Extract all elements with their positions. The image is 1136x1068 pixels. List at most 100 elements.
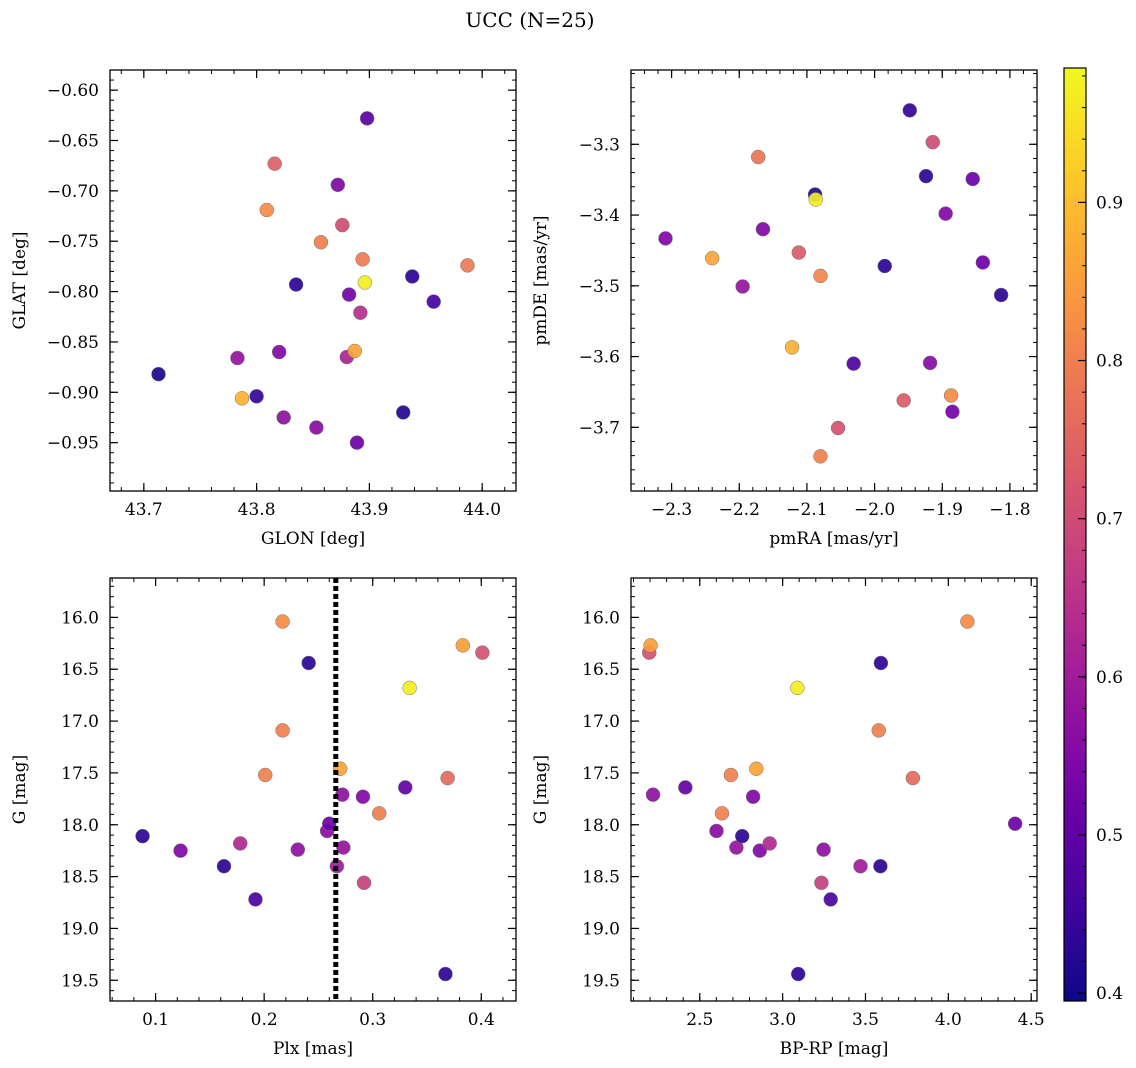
scatter-point: [249, 389, 264, 404]
y-tick-label: 17.5: [61, 764, 99, 784]
y-tick-label: 16.5: [61, 660, 99, 680]
x-axis-label: Plx [mas]: [273, 1039, 353, 1059]
scatter-point: [438, 966, 453, 982]
scatter-point: [922, 355, 938, 371]
scatter-point: [475, 645, 490, 660]
y-tick-label: −0.65: [47, 132, 99, 152]
x-tick-label: 0.3: [359, 1010, 386, 1030]
scatter-point: [1007, 816, 1023, 831]
scatter-point: [353, 305, 368, 320]
scatter-point: [257, 767, 273, 783]
scatter-point: [398, 780, 413, 795]
plot-frame: [109, 577, 517, 1002]
scatter-point: [871, 723, 886, 738]
scatter-point: [658, 231, 673, 246]
y-tick-label: 16.0: [61, 608, 99, 628]
scatter-point: [301, 655, 316, 671]
scatter-point: [877, 258, 892, 274]
scatter-point: [896, 393, 911, 408]
x-tick-label: 43.8: [238, 500, 276, 520]
y-tick-label: 19.0: [582, 919, 620, 939]
subplot-pmra-pmde: −2.3 −2.2 −2.1 −2.0 −1.9 −1.8 −3.7 −3.6 −3.5 −3.4…: [531, 69, 1038, 549]
colorbar-tick-label: 0.7: [1096, 510, 1123, 530]
colorbar-tick-label: 0.8: [1096, 352, 1123, 372]
scatter-point: [814, 875, 829, 891]
x-tick-label: 0.1: [142, 1010, 169, 1030]
x-tick-label: 44.0: [463, 500, 501, 520]
scatter-point: [808, 192, 823, 207]
y-tick-label: 16.5: [582, 660, 620, 680]
x-axis-label: GLON [deg]: [261, 529, 365, 549]
y-tick-label: 19.5: [61, 971, 99, 991]
y-tick-label: −3.5: [579, 277, 620, 297]
colorbar: 0.4 0.5 0.6 0.7 0.8 0.9: [1063, 67, 1123, 1004]
scatter-point: [349, 435, 365, 450]
y-tick-label: 17.0: [582, 712, 620, 732]
y-tick-label: −0.75: [47, 232, 99, 252]
scatter-point: [271, 344, 287, 360]
y-tick-label: 18.0: [61, 816, 99, 836]
y-tick-label: 17.0: [61, 712, 99, 732]
x-tick-label: −1.9: [922, 500, 963, 520]
scatter-point: [749, 761, 764, 777]
colorbar-tick-label: 0.5: [1096, 826, 1123, 846]
y-tick-label: −3.3: [579, 135, 620, 155]
scatter-point: [791, 245, 807, 260]
scatter-point: [645, 787, 661, 802]
colorbar-gradient: [1063, 67, 1087, 1002]
y-tick-label: 16.0: [582, 608, 620, 628]
scatter-point: [918, 168, 934, 184]
x-tick-label: −2.1: [786, 500, 827, 520]
scatter-point: [943, 388, 959, 403]
y-tick-label: 19.0: [61, 919, 99, 939]
y-axis-label: GLAT [deg]: [10, 231, 30, 329]
y-tick-label: −0.60: [47, 81, 99, 101]
scatter-point: [784, 340, 800, 355]
scatter-point: [357, 275, 373, 290]
y-tick-label: 18.0: [582, 816, 620, 836]
scatter-point: [745, 789, 761, 805]
plot-frame: [630, 577, 1038, 1002]
scatter-point: [704, 250, 720, 266]
scatter-point: [823, 892, 838, 907]
x-tick-label: −2.3: [651, 500, 692, 520]
y-axis-label: G [mag]: [531, 755, 551, 824]
scatter-point: [259, 202, 275, 218]
subplot-glon-glat: 43.7 43.8 43.9 44.0 −0.95 −0.90 −0.85 −0.80 −0.7…: [10, 69, 517, 549]
scatter-point: [455, 638, 471, 653]
y-tick-label: −0.95: [47, 434, 99, 454]
x-tick-label: 0.4: [468, 1010, 495, 1030]
x-tick-label: 43.9: [350, 500, 388, 520]
x-tick-label: 0.2: [251, 1010, 278, 1030]
scatter-point: [309, 420, 324, 435]
y-tick-label: 18.5: [61, 868, 99, 888]
scatter-point: [678, 780, 693, 795]
x-tick-label: 3.5: [852, 1010, 879, 1030]
scatter-point: [230, 350, 245, 366]
subplot-plx-g: 0.1 0.2 0.3 0.4 16.0 16.5 17.0 17.5 18.0 18.5 19.0…: [10, 577, 517, 1059]
plot-frame: [109, 69, 517, 492]
scatter-point: [853, 858, 868, 874]
colorbar-tick-label: 0.4: [1096, 984, 1123, 1004]
scatter-point: [355, 252, 370, 267]
scatter-point: [643, 638, 658, 653]
scatter-point: [359, 111, 375, 126]
scatter-point: [290, 842, 306, 857]
scatter-point: [276, 410, 291, 425]
subplot-bprp-g: 2.5 3.0 3.5 4.0 4.5 16.0 16.5 17.0 17.5 18.0 18.5 1…: [531, 577, 1045, 1059]
scatter-point: [234, 391, 250, 406]
x-tick-label: 4.5: [1018, 1010, 1045, 1030]
y-axis-label: G [mag]: [10, 755, 30, 824]
x-tick-label: 3.0: [769, 1010, 796, 1030]
scatter-point: [355, 789, 371, 805]
x-tick-label: 2.5: [686, 1010, 713, 1030]
scatter-point: [830, 420, 846, 436]
scatter-point: [762, 836, 777, 851]
scatter-point: [248, 892, 263, 907]
scatter-point: [404, 269, 420, 284]
scatter-point: [313, 234, 329, 250]
scatter-point: [813, 268, 828, 284]
scatter-point: [925, 134, 941, 150]
colorbar-tick-label: 0.9: [1096, 193, 1123, 213]
